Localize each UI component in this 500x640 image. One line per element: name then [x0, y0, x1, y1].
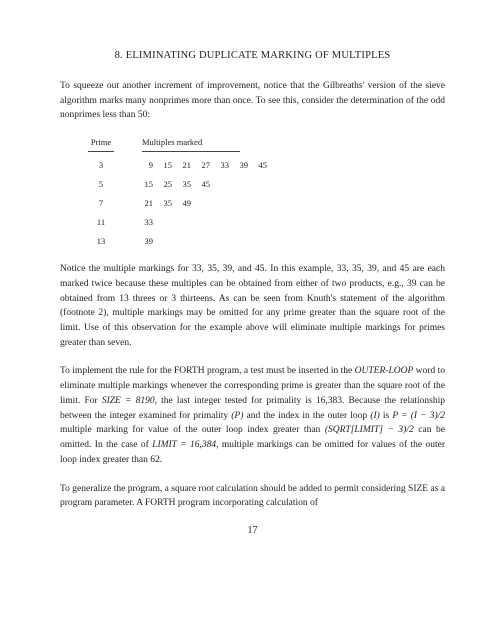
multiple-value: 33: [218, 160, 229, 170]
col-header-prime: Prime: [88, 137, 114, 147]
p3-eq1: P = (I − 3)/2: [392, 411, 445, 421]
multiple-value: 15: [161, 160, 172, 170]
multiple-value: 25: [161, 179, 172, 189]
multiple-value: 33: [142, 217, 153, 227]
multiple-value: 49: [180, 198, 191, 208]
rule-multiples: [142, 151, 240, 152]
col-header-multiples: Multiples marked: [142, 137, 202, 147]
cell-multiples: 39: [142, 236, 153, 246]
header-rule: [88, 151, 445, 152]
p3-eq2: (SQRT[LIMIT] − 3)/2: [325, 425, 414, 435]
multiple-value: 27: [199, 160, 210, 170]
table-row: 13 39: [88, 236, 445, 246]
paragraph-2: Notice the multiple markings for 33, 35,…: [60, 262, 445, 350]
heading-number: 8.: [115, 50, 123, 61]
p3-text: is: [380, 411, 393, 421]
table-body: 39152127333945515253545721354911331339: [88, 160, 445, 246]
page-number: 17: [60, 525, 445, 536]
heading-title: ELIMINATING DUPLICATE MARKING OF MULTIPL…: [126, 50, 391, 61]
p3-limit: LIMIT = 16,384: [152, 440, 216, 450]
section-heading: 8. ELIMINATING DUPLICATE MARKING OF MULT…: [60, 50, 445, 61]
p3-text: and the index in the outer loop: [243, 411, 370, 421]
paragraph-4: To generalize the program, a square root…: [60, 482, 445, 511]
cell-prime: 3: [88, 160, 114, 170]
cell-prime: 11: [88, 217, 114, 227]
cell-multiples: 33: [142, 217, 153, 227]
cell-multiples: 15 25 35 45: [142, 179, 210, 189]
p3-var-p: (P): [231, 411, 243, 421]
multiple-value: 45: [256, 160, 267, 170]
table-header-row: Prime Multiples marked: [88, 137, 445, 151]
rule-prime: [88, 151, 114, 152]
multiple-value: 39: [237, 160, 248, 170]
p3-text: multiple marking for value of the outer …: [60, 425, 325, 435]
multiple-value: 9: [142, 160, 153, 170]
cell-prime: 7: [88, 198, 114, 208]
paragraph-3: To implement the rule for the FORTH prog…: [60, 364, 445, 467]
paragraph-1: To squeeze out another increment of impr…: [60, 79, 445, 123]
multiple-value: 21: [142, 198, 153, 208]
p3-outerloop: OUTER-LOOP: [355, 366, 414, 376]
document-page: 8. ELIMINATING DUPLICATE MARKING OF MULT…: [0, 0, 500, 556]
p3-var-i: (I): [370, 411, 380, 421]
table-row: 39152127333945: [88, 160, 445, 170]
multiple-value: 21: [180, 160, 191, 170]
table-row: 5 15 25 35 45: [88, 179, 445, 189]
cell-multiples: 9 15 21 27 33 39 45: [142, 160, 267, 170]
multiple-value: 35: [180, 179, 191, 189]
multiple-value: 15: [142, 179, 153, 189]
multiple-value: 39: [142, 236, 153, 246]
table-row: 7 21 35 49: [88, 198, 445, 208]
multiple-value: 45: [199, 179, 210, 189]
cell-prime: 13: [88, 236, 114, 246]
cell-prime: 5: [88, 179, 114, 189]
multiples-table: Prime Multiples marked 39152127333945515…: [88, 137, 445, 246]
p3-size: SIZE = 8190: [102, 396, 155, 406]
multiple-value: 35: [161, 198, 172, 208]
p3-text: To implement the rule for the FORTH prog…: [60, 366, 355, 376]
cell-multiples: 21 35 49: [142, 198, 191, 208]
table-row: 11 33: [88, 217, 445, 227]
